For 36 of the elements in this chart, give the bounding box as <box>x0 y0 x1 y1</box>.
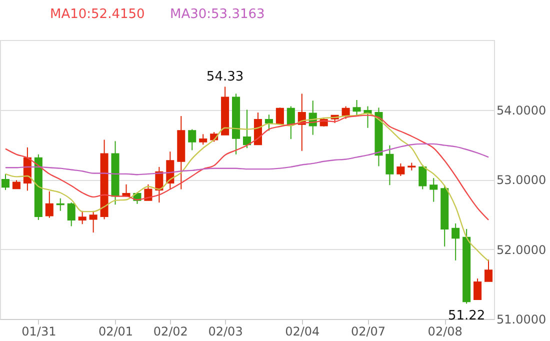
x-tick-label: 02/03 <box>208 324 243 338</box>
annotation: 51.22 <box>448 308 486 324</box>
candlestick <box>484 259 493 282</box>
y-tick-label: 51.0000 <box>496 312 546 326</box>
x-tick-label: 02/08 <box>428 324 462 338</box>
y-tick-label: 54.0000 <box>496 103 546 118</box>
x-tick-label: 02/07 <box>350 324 386 338</box>
candlestick <box>352 99 361 116</box>
x-tick-label: 01/31 <box>22 324 56 338</box>
candlestick <box>286 106 295 140</box>
annotation: 54.33 <box>206 70 244 85</box>
y-tick-label: 53.0000 <box>496 173 546 187</box>
text: MA10:52.4150 <box>50 7 145 22</box>
candlestick <box>188 128 196 151</box>
candlestick <box>78 210 86 225</box>
text: MA30:53.3163 <box>170 7 265 22</box>
candlestick <box>89 210 98 234</box>
candlestick <box>56 198 64 212</box>
candlestick <box>474 278 482 300</box>
candlestick <box>418 164 427 190</box>
candlestick <box>452 222 460 261</box>
candlestick <box>342 106 350 120</box>
y-tick-label: 52.0000 <box>496 242 546 257</box>
candlestick <box>242 109 252 149</box>
candlestick <box>45 190 54 218</box>
candlestick <box>386 144 394 186</box>
candlestick <box>396 162 405 177</box>
candlestick <box>1 173 10 190</box>
candlestick <box>264 114 273 132</box>
x-tick-label: 02/02 <box>153 324 188 338</box>
candlestick <box>276 107 284 124</box>
candlestick <box>67 202 76 227</box>
candlestick <box>199 134 208 146</box>
x-tick-label: 02/01 <box>98 324 134 338</box>
x-tick-label: 02/04 <box>285 324 320 338</box>
candlestick <box>430 178 438 202</box>
